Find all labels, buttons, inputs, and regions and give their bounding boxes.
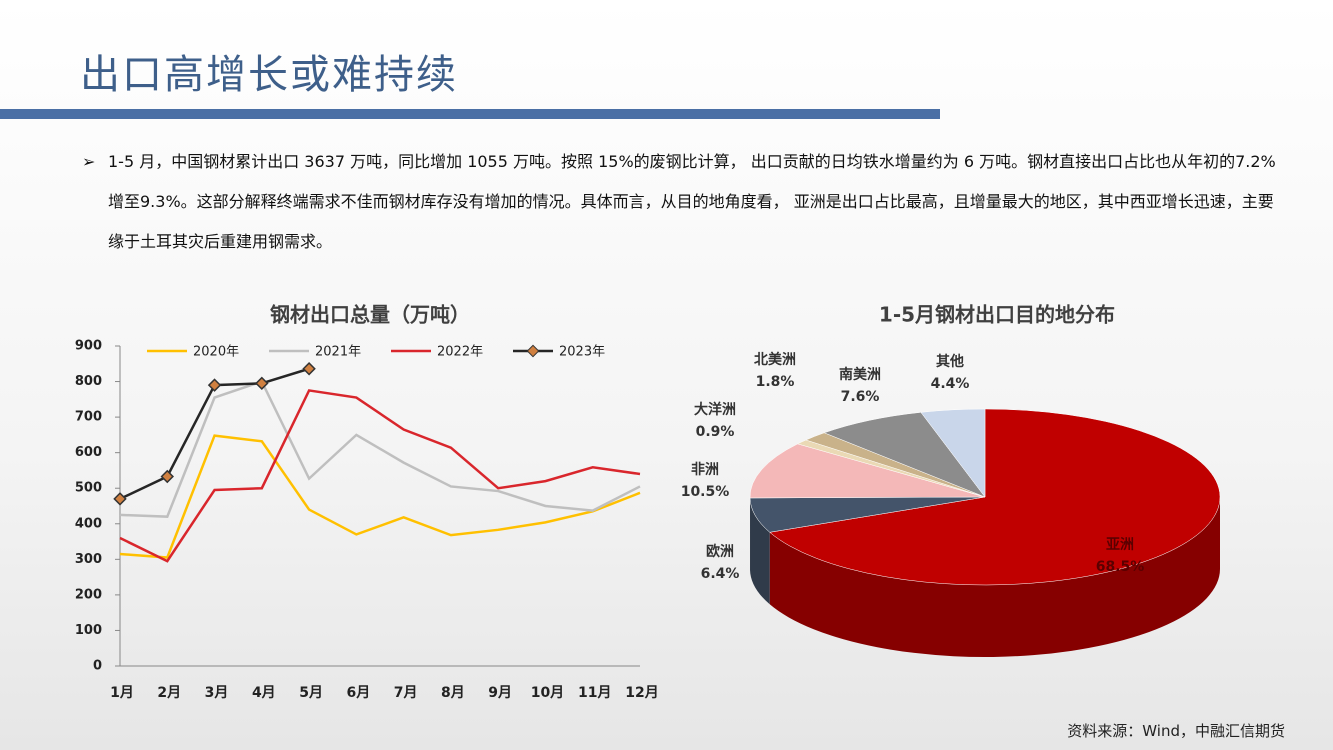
x-tick-label: 3月 xyxy=(205,685,229,701)
y-tick-label: 500 xyxy=(75,481,102,496)
pie-label-value: 1.8% xyxy=(756,374,795,390)
y-tick-label: 700 xyxy=(75,410,102,425)
pie-slice-side xyxy=(769,497,1220,657)
x-tick-label: 5月 xyxy=(299,685,323,701)
pie-label-value: 4.4% xyxy=(931,376,970,392)
pie-label-value: 68.5% xyxy=(1096,559,1145,575)
x-tick-label: 9月 xyxy=(488,685,512,701)
pie-label-name: 南美洲 xyxy=(839,366,881,383)
x-tick-label: 12月 xyxy=(625,685,658,701)
x-tick-label: 4月 xyxy=(252,685,276,701)
pie-label-name: 欧洲 xyxy=(706,543,734,560)
y-tick-label: 600 xyxy=(75,445,102,460)
pie-label-name: 北美洲 xyxy=(754,351,796,368)
series-line xyxy=(119,434,641,559)
y-tick-label: 300 xyxy=(75,552,102,567)
pie-label-name: 其他 xyxy=(936,353,964,370)
pie-slice xyxy=(769,408,1221,586)
pie-label-name: 大洋洲 xyxy=(694,401,736,418)
y-tick-label: 800 xyxy=(75,374,102,389)
y-tick-label: 100 xyxy=(75,623,102,638)
pie-label-name: 非洲 xyxy=(691,461,719,478)
series-line xyxy=(119,380,641,518)
source-note: 资料来源：Wind，中融汇信期货 xyxy=(1067,722,1285,740)
data-point xyxy=(302,362,316,376)
legend-label: 2021年 xyxy=(315,345,361,360)
y-tick-label: 200 xyxy=(75,587,102,602)
legend-label: 2023年 xyxy=(559,345,605,360)
chart-title: 1-5月钢材出口目的地分布 xyxy=(879,303,1115,327)
y-tick-label: 900 xyxy=(75,339,102,354)
data-point xyxy=(207,378,222,392)
y-tick-label: 0 xyxy=(93,659,102,674)
x-tick-label: 1月 xyxy=(110,685,134,701)
pie-label-value: 7.6% xyxy=(841,389,880,405)
y-tick-label: 400 xyxy=(75,516,102,531)
pie-slice xyxy=(749,443,986,499)
data-point xyxy=(160,469,174,484)
x-tick-label: 10月 xyxy=(531,685,564,701)
x-tick-label: 6月 xyxy=(346,685,370,701)
data-point xyxy=(113,492,127,506)
legend-label: 2020年 xyxy=(193,345,239,360)
series-line xyxy=(119,389,641,563)
bullet-text: 1-5 月，中国钢材累计出口 3637 万吨，同比增加 1055 万吨。按照 1… xyxy=(82,142,1283,262)
legend-label: 2022年 xyxy=(437,345,483,360)
pie-slice xyxy=(920,408,986,498)
pie-label-value: 10.5% xyxy=(681,484,730,500)
x-tick-label: 2月 xyxy=(157,685,181,701)
pie-label-name: 亚洲 xyxy=(1106,537,1134,553)
pie-label-value: 6.4% xyxy=(701,566,740,582)
x-tick-label: 7月 xyxy=(394,685,418,701)
slide-title: 出口高增长或难持续 xyxy=(80,52,458,98)
x-tick-label: 8月 xyxy=(441,685,465,701)
pie-label-value: 0.9% xyxy=(696,424,735,440)
chart-title: 钢材出口总量（万吨） xyxy=(270,303,470,327)
legend-marker xyxy=(526,344,540,358)
pie-slice xyxy=(823,412,986,498)
title-bar xyxy=(0,109,940,119)
data-point xyxy=(255,376,269,391)
x-tick-label: 11月 xyxy=(578,685,611,701)
pie-slice-side xyxy=(750,497,770,605)
